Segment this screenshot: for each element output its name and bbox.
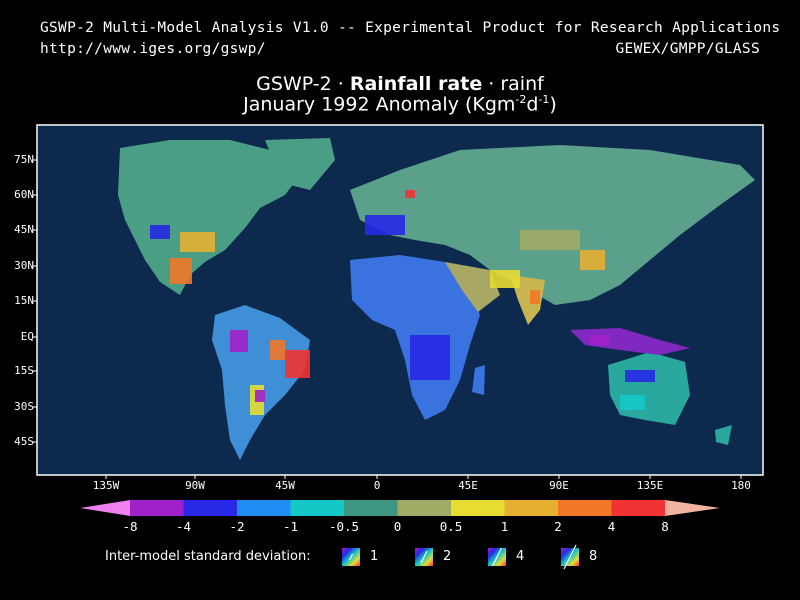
- colorbar-label: 0: [393, 519, 402, 534]
- colorbar-segment: [183, 500, 237, 516]
- lat-label: EQ: [20, 330, 34, 343]
- sd-legend-value: 1: [370, 549, 379, 564]
- anomaly-patch: [580, 250, 605, 270]
- lon-label: 135W: [92, 479, 120, 492]
- anomaly-patch: [625, 370, 655, 382]
- lat-label: 45N: [14, 223, 34, 236]
- colorbar-segment: [344, 500, 398, 516]
- anomaly-patch: [490, 270, 520, 288]
- anomaly-patch: [530, 290, 540, 304]
- anomaly-patch: [620, 395, 645, 410]
- sd-legend-label: Inter-model standard deviation:: [105, 549, 311, 564]
- sd-legend-box: [342, 548, 360, 566]
- madagascar: [472, 365, 485, 395]
- anomaly-patch: [410, 335, 450, 380]
- colorbar-label: 1: [500, 519, 509, 534]
- colorbar-segment: [130, 500, 184, 516]
- anomaly-patch: [180, 232, 215, 252]
- anomaly-patch: [285, 350, 310, 378]
- lat-label: 15S: [14, 364, 34, 377]
- colorbar-segment: [504, 500, 558, 516]
- colorbar-label: -1: [282, 519, 299, 534]
- sd-legend-box: [561, 544, 579, 570]
- anomaly-patch: [230, 330, 248, 352]
- colorbar-label: 4: [607, 519, 616, 534]
- lat-label: 15N: [14, 294, 34, 307]
- map-subtitle: January 1992 Anomaly (Kgm-2d-1): [243, 93, 557, 116]
- anomaly-patch: [590, 335, 610, 345]
- lat-label: 75N: [14, 153, 34, 166]
- arabia: [445, 262, 500, 312]
- lon-label: 45E: [458, 479, 478, 492]
- colorbar-segment: [665, 500, 720, 516]
- lat-label: 30S: [14, 400, 34, 413]
- colorbar-segment: [558, 500, 612, 516]
- sd-legend-value: 8: [589, 549, 598, 564]
- lon-label: 90W: [185, 479, 205, 492]
- map-title: GSWP-2 · Rainfall rate · rainf: [256, 73, 544, 95]
- anomaly-patch: [365, 215, 405, 235]
- colorbar-label: -4: [175, 519, 192, 534]
- header-projects: GEWEX/GMPP/GLASS: [615, 41, 760, 57]
- land-masses: [118, 138, 755, 460]
- colorbar-label: -2: [229, 519, 245, 534]
- colorbar-label: 2: [554, 519, 562, 534]
- sd-legend-box: [488, 547, 506, 567]
- anomaly-patch: [150, 225, 170, 239]
- australia: [608, 352, 690, 425]
- greenland: [265, 138, 335, 190]
- colorbar-segment: [611, 500, 665, 516]
- north-america: [118, 140, 300, 295]
- colorbar-segment: [237, 500, 291, 516]
- colorbar-segment: [80, 500, 130, 516]
- lat-label: 45S: [14, 435, 34, 448]
- colorbar-label: -8: [122, 519, 138, 534]
- colorbar-segment: [451, 500, 505, 516]
- anomaly-patch: [255, 390, 265, 402]
- sd-legend-box: [415, 548, 433, 566]
- sd-legend-value: 4: [516, 549, 525, 564]
- lat-label: 60N: [14, 188, 34, 201]
- anomaly-patch: [405, 190, 415, 198]
- new-zealand: [715, 425, 732, 445]
- lat-label: 30N: [14, 259, 34, 272]
- lon-label: 45W: [275, 479, 295, 492]
- colorbar: [80, 500, 720, 516]
- colorbar-label: -0.5: [328, 519, 360, 534]
- header-line: GSWP-2 Multi-Model Analysis V1.0 -- Expe…: [40, 20, 781, 36]
- anomaly-patch: [520, 230, 580, 250]
- colorbar-label: 8: [661, 519, 669, 534]
- lon-label: 180: [731, 479, 751, 492]
- indonesia: [570, 328, 690, 355]
- header-url: http://www.iges.org/gswp/: [40, 41, 266, 57]
- europe-asia: [350, 145, 755, 305]
- anomaly-patch: [270, 340, 285, 360]
- lon-label: 0: [373, 479, 381, 492]
- anomaly-patch: [170, 258, 192, 284]
- colorbar-segment: [397, 500, 451, 516]
- lon-label: 90E: [549, 479, 569, 492]
- sd-legend-value: 2: [443, 549, 452, 564]
- colorbar-segment: [290, 500, 344, 516]
- lon-label: 135E: [636, 479, 664, 492]
- colorbar-label: 0.5: [439, 519, 463, 534]
- sd-legend-boxes: [342, 544, 579, 570]
